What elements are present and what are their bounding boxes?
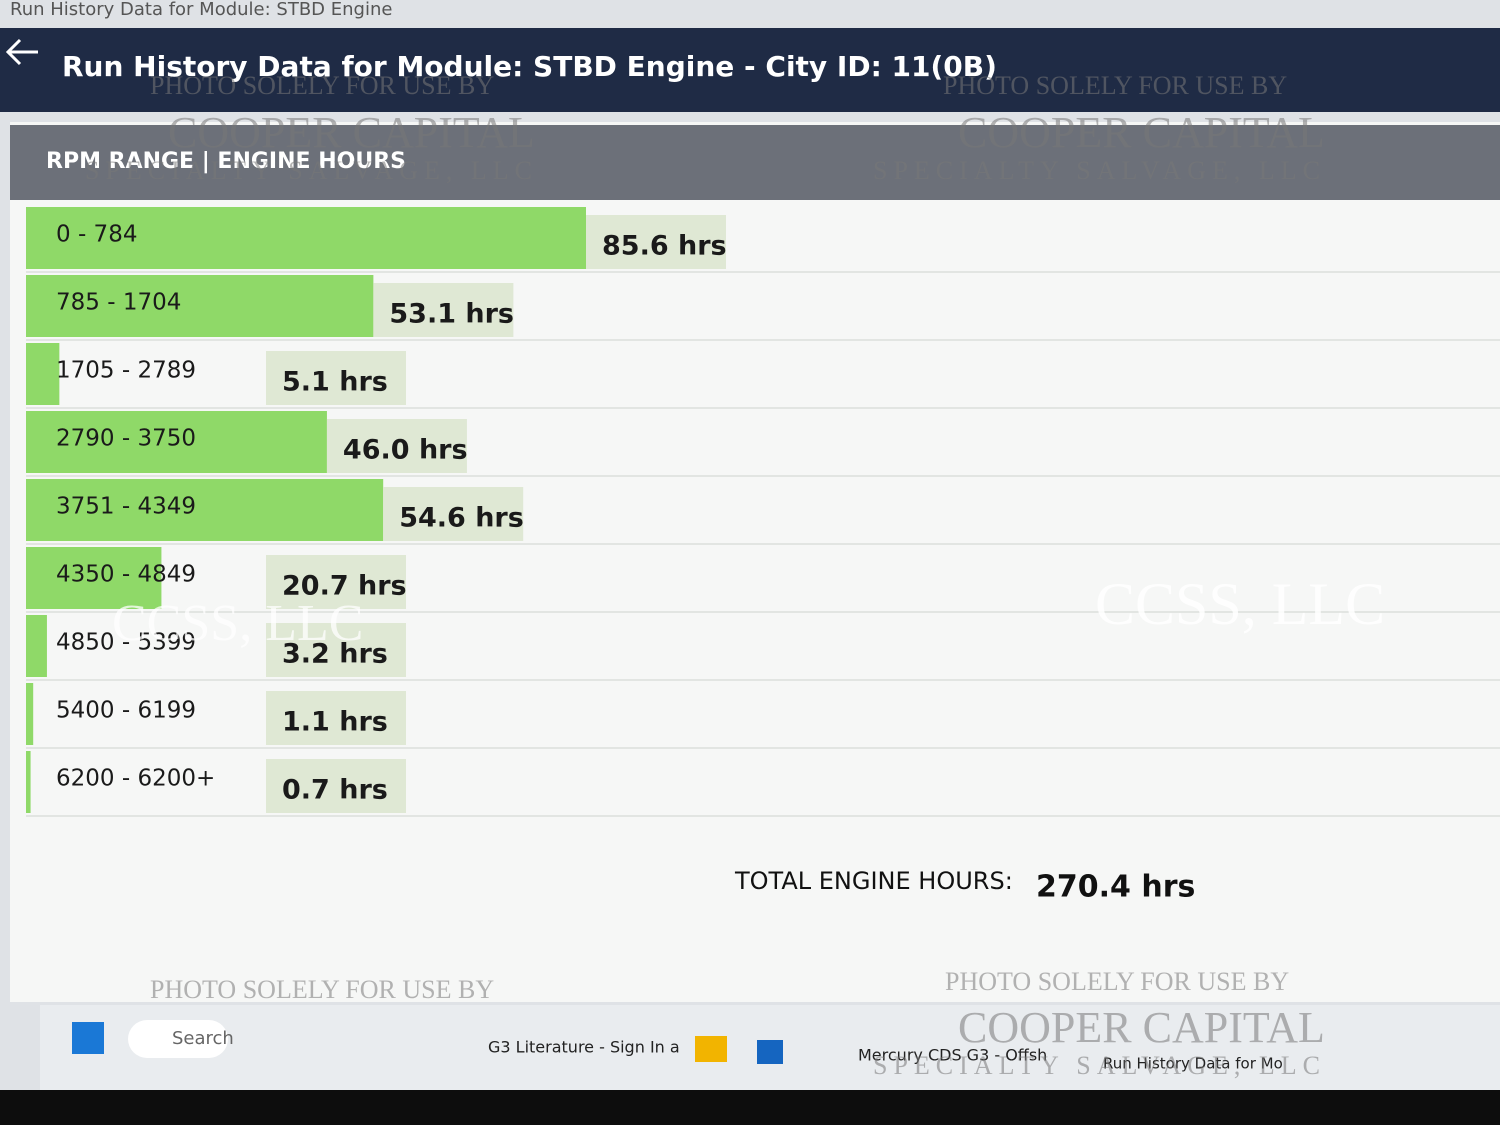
search-text[interactable]: Search: [172, 1028, 234, 1049]
watermark: COOPER CAPITAL: [168, 108, 535, 157]
table-header-bg: [10, 125, 1500, 200]
watermark: SPECIALTY SALVAGE, LLC: [85, 156, 538, 185]
start-button[interactable]: [72, 1022, 104, 1054]
category-label: 4850 - 5399: [56, 630, 196, 656]
bar: [26, 683, 34, 745]
value-label: 5.1 hrs: [282, 367, 388, 398]
outlook-icon[interactable]: [757, 1040, 783, 1064]
value-label: 85.6 hrs: [602, 231, 727, 262]
bar: [26, 547, 162, 609]
back-button[interactable]: [5, 38, 38, 66]
value-label-bg: [326, 419, 467, 473]
category-label: 1705 - 2789: [56, 358, 196, 384]
bar: [26, 411, 327, 473]
value-label: 3.2 hrs: [282, 639, 388, 670]
window-title: Run History Data for Module: STBD Engine…: [62, 50, 997, 83]
table-header: RPM RANGE | ENGINE HOURS: [46, 149, 406, 174]
watermark: PHOTO SOLELY FOR USE BY: [945, 967, 1289, 996]
bar: [26, 615, 47, 677]
total-label: TOTAL ENGINE HOURS:: [734, 867, 1013, 895]
taskbar-item[interactable]: Run History Data for Mo: [1103, 1055, 1283, 1073]
watermark: SPECIALTY SALVAGE, LLC: [873, 1051, 1326, 1080]
value-label-bg: [266, 351, 406, 405]
watermark: CCSS, LLC: [1095, 571, 1385, 637]
explorer-icon[interactable]: [695, 1036, 727, 1062]
value-label: 46.0 hrs: [343, 435, 468, 466]
category-label: 2790 - 3750: [56, 426, 196, 452]
taskbar-item[interactable]: Mercury CDS G3 - Offsh: [858, 1046, 1047, 1065]
category-label: 4350 - 4849: [56, 562, 196, 588]
bar: [26, 479, 384, 541]
total-value: 270.4 hrs: [1036, 870, 1195, 905]
category-label: 6200 - 6200+: [56, 766, 215, 792]
value-label-bg: [266, 555, 406, 609]
value-label: 54.6 hrs: [399, 503, 524, 534]
bar: [26, 275, 374, 337]
value-label: 1.1 hrs: [282, 707, 388, 738]
value-label: 53.1 hrs: [389, 299, 514, 330]
watermark: COOPER CAPITAL: [958, 108, 1325, 157]
value-label-bg: [266, 691, 406, 745]
watermark: SPECIALTY SALVAGE, LLC: [873, 156, 1326, 185]
bar: [26, 751, 31, 813]
value-label: 20.7 hrs: [282, 571, 407, 602]
value-label-bg: [266, 623, 406, 677]
watermark: PHOTO SOLELY FOR USE BY: [150, 71, 494, 100]
search-box[interactable]: [128, 1020, 228, 1058]
category-label: 785 - 1704: [56, 290, 181, 316]
value-label-bg: [586, 215, 726, 269]
value-label-bg: [373, 283, 514, 337]
category-label: 0 - 784: [56, 222, 137, 248]
watermark: PHOTO SOLELY FOR USE BY: [150, 975, 494, 1004]
category-label: 3751 - 4349: [56, 494, 196, 520]
category-label: 5400 - 6199: [56, 698, 196, 724]
watermark: COOPER CAPITAL: [958, 1003, 1325, 1052]
taskbar-item[interactable]: G3 Literature - Sign In a: [488, 1038, 680, 1057]
bar: [26, 207, 586, 269]
value-label-bg: [266, 759, 406, 813]
value-label: 0.7 hrs: [282, 775, 388, 806]
title-bar: [0, 28, 1500, 112]
value-label-bg: [383, 487, 524, 541]
watermark: CCSS, LLC: [112, 595, 363, 652]
watermark: PHOTO SOLELY FOR USE BY: [943, 71, 1287, 100]
bezel: [0, 1090, 1500, 1125]
bar: [26, 343, 60, 405]
window-caption: Run History Data for Module: STBD Engine: [10, 0, 392, 20]
